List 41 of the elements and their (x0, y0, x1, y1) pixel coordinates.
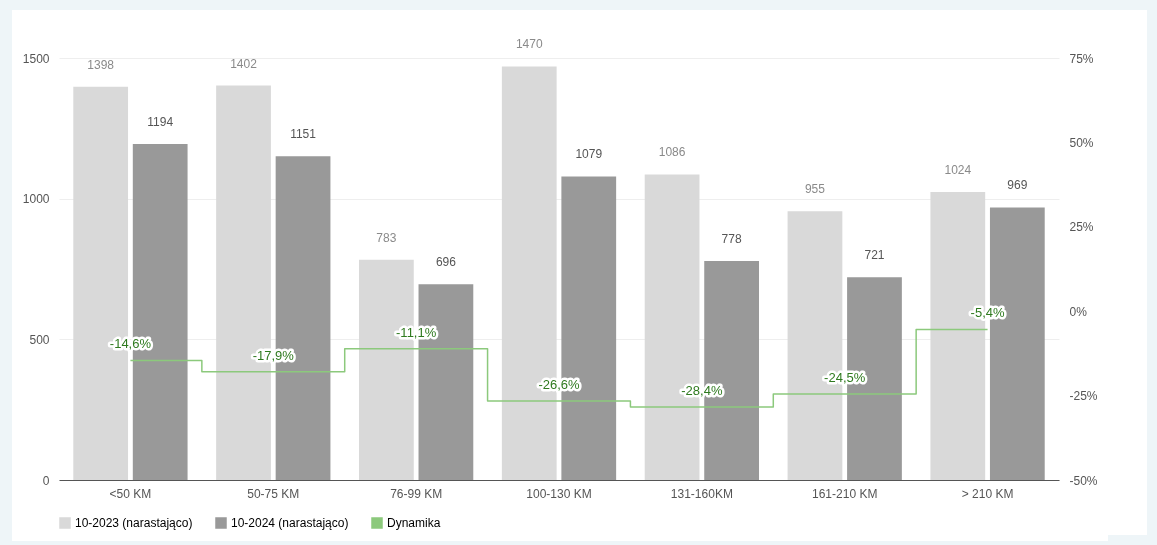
y-tick-label: 0 (42, 473, 50, 488)
x-tick-label: 100-130 KM (526, 486, 592, 501)
legend-label: Dynamika (387, 516, 441, 530)
data-label: 1086 (658, 145, 686, 160)
y2-tick-label: -25% (1069, 389, 1098, 404)
data-label: 696 (435, 255, 457, 270)
x-tick-label: 161-210 KM (812, 486, 878, 501)
data-label: -28,4% (681, 383, 723, 399)
y-tick-label: 500 (29, 332, 50, 347)
y2-tick-label: 0% (1069, 304, 1088, 319)
data-label: 783 (376, 230, 397, 245)
data-label: -17,9% (252, 347, 295, 363)
x-tick-label: 76-99 KM (390, 486, 443, 501)
data-label: -5,4% (970, 305, 1005, 321)
data-label: -26,6% (538, 377, 581, 392)
y-tick-label: 1000 (22, 192, 50, 207)
y2-tick-label: 50% (1069, 135, 1094, 150)
data-label: 721 (864, 248, 885, 263)
y2-tick-label: -50% (1069, 473, 1098, 488)
y2-tick-label: 25% (1069, 220, 1094, 235)
y-tick-label: 1500 (22, 51, 50, 66)
y2-tick-label: 75% (1069, 51, 1094, 66)
data-label: 1398 (87, 57, 115, 72)
x-tick-label: <50 KM (109, 486, 152, 501)
data-label: 1402 (230, 56, 258, 71)
data-label: 778 (721, 232, 742, 247)
legend-label: 10-2024 (narastająco) (231, 516, 349, 530)
x-tick-label: 50-75 KM (247, 486, 300, 501)
data-label: 1194 (147, 115, 174, 130)
data-label: -11,1% (396, 324, 437, 340)
data-label: 1024 (944, 162, 972, 177)
data-label: -14,6% (109, 336, 152, 352)
x-tick-label: > 210 KM (961, 486, 1014, 501)
data-label: 1079 (575, 147, 603, 162)
data-label: 969 (1007, 178, 1028, 193)
data-label: -24,5% (824, 369, 866, 385)
data-label: 955 (804, 182, 826, 197)
legend-label: 10-2023 (narastająco) (75, 516, 193, 530)
data-label: 1470 (515, 37, 543, 52)
data-label: 1151 (290, 127, 317, 142)
x-tick-label: 131-160KM (670, 486, 733, 501)
